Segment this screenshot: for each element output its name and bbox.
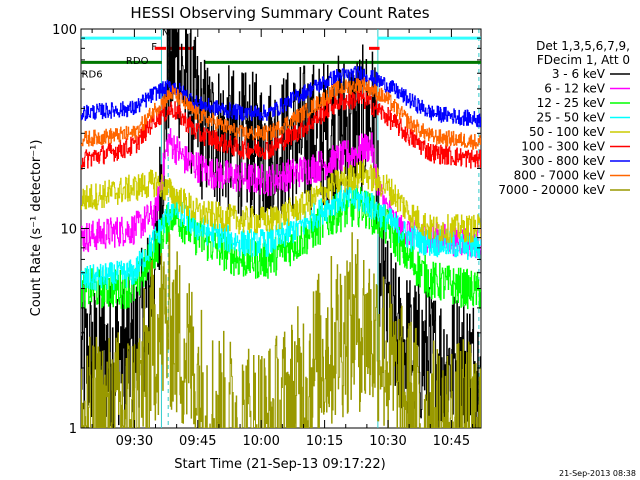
series-line-4 <box>81 159 481 243</box>
series-line-7 <box>81 77 481 150</box>
legend-label: 6 - 12 keV <box>544 82 606 96</box>
legend-label: 50 - 100 keV <box>529 125 606 139</box>
y-tick-label: 10 <box>60 223 77 238</box>
series-line-5 <box>81 88 481 170</box>
status-label: F <box>151 42 157 53</box>
legend-header-line-2: FDecim 1, Att 0 <box>537 53 630 67</box>
y-tick-label: 1 <box>69 422 77 437</box>
series-line-2 <box>81 186 481 310</box>
legend: Det 1,3,5,6,7,9, FDecim 1, Att 0 3 - 6 k… <box>498 39 630 197</box>
legend-label: 7000 - 20000 keV <box>498 183 605 197</box>
legend-label: 800 - 7000 keV <box>514 169 606 183</box>
y-axis-label: Count Rate (s⁻¹ detector⁻¹) <box>29 140 44 317</box>
legend-label: 12 - 25 keV <box>537 96 606 110</box>
timestamp: 21-Sep-2013 08:38 <box>559 469 636 478</box>
x-tick-label: 09:30 <box>116 434 153 449</box>
x-tick-label: 10:45 <box>433 434 470 449</box>
axis-layer: 1 10 100 09:30 09:45 10:00 10:15 10:30 10:45 <box>52 23 481 449</box>
legend-label: 25 - 50 keV <box>537 111 606 125</box>
status-label: N <box>162 28 169 39</box>
legend-label: 3 - 6 keV <box>552 67 606 81</box>
x-axis-label: Start Time (21-Sep-13 09:17:22) <box>174 457 385 472</box>
x-tick-label: 09:45 <box>179 434 216 449</box>
y-tick-label: 100 <box>52 23 77 38</box>
x-tick-label: 10:15 <box>306 434 343 449</box>
chart-title: HESSI Observing Summary Count Rates <box>130 4 429 22</box>
x-tick-label: 10:30 <box>369 434 406 449</box>
x-tick-label: 10:00 <box>242 434 279 449</box>
series-layer <box>81 29 481 428</box>
legend-label: 300 - 800 keV <box>521 154 605 168</box>
legend-label: 100 - 300 keV <box>521 140 605 154</box>
status-label: RDO <box>126 56 149 67</box>
status-label: RD6 <box>82 69 103 80</box>
series-line-8 <box>81 232 481 428</box>
series-line-6 <box>81 66 481 128</box>
legend-header-line-1: Det 1,3,5,6,7,9, <box>536 39 630 53</box>
